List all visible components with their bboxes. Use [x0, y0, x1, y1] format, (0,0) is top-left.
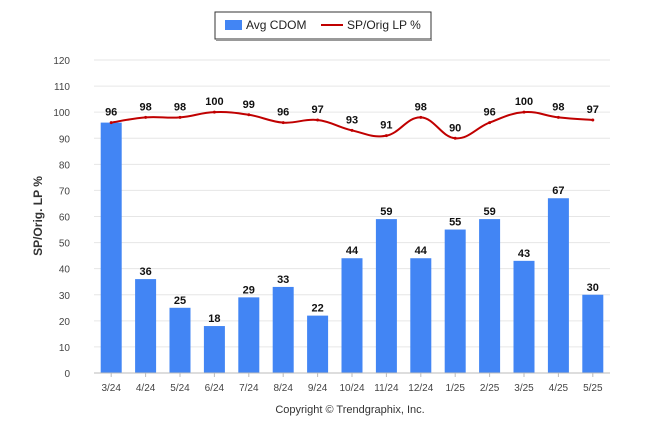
- x-tick-label: 10/24: [339, 383, 364, 394]
- copyright-footer: Copyright © Trendgraphix, Inc.: [275, 404, 424, 416]
- bar-series: [100, 122, 604, 373]
- line-point: [522, 110, 526, 114]
- line-point: [178, 115, 182, 119]
- line-point: [144, 115, 148, 119]
- line-series: [109, 110, 595, 140]
- line-point: [281, 121, 285, 125]
- bar-data-label: 44: [346, 245, 359, 257]
- axes: 0 10 20 30 40 50 60 70 80 90 100 110 120 3/24 4/24 5/24…: [53, 56, 610, 394]
- bar: [203, 326, 225, 373]
- bar-data-label: 18: [208, 313, 220, 325]
- y-tick-label: 100: [53, 108, 70, 119]
- x-tick-label: 3/25: [514, 383, 534, 394]
- bar: [135, 279, 157, 373]
- line-data-label: 96: [483, 107, 495, 119]
- line-data-label: 97: [587, 104, 599, 116]
- line-data-label: 99: [243, 99, 255, 111]
- bar-data-label: 36: [139, 266, 151, 278]
- legend-label-sp-orig-lp: SP/Orig LP %: [347, 18, 421, 32]
- y-tick-label: 0: [64, 369, 70, 380]
- x-tick-label: 5/24: [170, 383, 190, 394]
- line-data-label: 96: [105, 107, 117, 119]
- bar-data-label: 44: [415, 245, 428, 257]
- bar-data-label: 25: [174, 295, 186, 307]
- line-point: [109, 121, 113, 125]
- bar: [479, 219, 501, 373]
- y-axis-title: SP/Orig. LP %: [31, 176, 45, 256]
- bar: [547, 198, 569, 373]
- line-data-label: 100: [205, 96, 223, 108]
- x-tick-label: 12/24: [408, 383, 433, 394]
- bar: [375, 219, 397, 373]
- line-data-label: 91: [380, 120, 392, 132]
- line-data-label: 98: [139, 101, 151, 113]
- line-point: [350, 128, 354, 132]
- line-data-label: 98: [552, 101, 564, 113]
- line-point: [316, 118, 320, 122]
- x-tick-label: 4/24: [136, 383, 156, 394]
- line-data-label: 100: [515, 96, 533, 108]
- line-point: [556, 115, 560, 119]
- y-tick-label: 70: [59, 186, 71, 197]
- bar-data-label: 29: [243, 284, 255, 296]
- legend-label-avg-cdom: Avg CDOM: [246, 18, 306, 32]
- x-tick-label: 3/24: [101, 383, 121, 394]
- x-tick-label: 7/24: [239, 383, 259, 394]
- line-point: [591, 118, 595, 122]
- x-tick-label: 9/24: [308, 383, 328, 394]
- y-tick-label: 120: [53, 56, 70, 67]
- line-data-label: 90: [449, 122, 461, 134]
- line-point: [453, 136, 457, 140]
- y-tick-label: 80: [59, 160, 71, 171]
- x-tick-label: 2/25: [480, 383, 500, 394]
- bar: [444, 229, 466, 373]
- bar: [272, 286, 294, 373]
- line-point: [247, 113, 251, 117]
- y-tick-label: 50: [59, 239, 71, 250]
- y-tick-label: 90: [59, 134, 71, 145]
- bar-data-label: 67: [552, 185, 564, 197]
- x-tick-label: 1/25: [445, 383, 465, 394]
- y-tick-label: 60: [59, 213, 71, 224]
- bar-data-label: 55: [449, 217, 461, 229]
- bar-data-label: 22: [311, 303, 323, 315]
- x-tick-label: 4/25: [549, 383, 569, 394]
- bar: [341, 258, 363, 373]
- bar: [582, 294, 604, 373]
- x-tick-label: 5/25: [583, 383, 603, 394]
- y-tick-label: 110: [54, 82, 70, 93]
- bar: [307, 315, 329, 373]
- y-tick-label: 40: [59, 265, 71, 276]
- line-data-label: 98: [174, 101, 186, 113]
- legend-swatch-avg-cdom: [225, 20, 242, 30]
- line-data-label: 93: [346, 114, 358, 126]
- bar: [513, 260, 535, 373]
- bar-data-label: 33: [277, 274, 289, 286]
- line-point: [488, 121, 492, 125]
- legend: Avg CDOM SP/Orig LP %: [214, 11, 432, 41]
- line-point: [384, 134, 388, 138]
- line-point: [419, 115, 423, 119]
- data-labels: 96 98 98 100 99 96 97 93 91 98 90 96 100 98 97 36 25 18 29…: [105, 96, 599, 325]
- y-tick-label: 10: [59, 343, 71, 354]
- bar: [410, 258, 432, 373]
- y-tick-label: 30: [59, 291, 71, 302]
- line-data-label: 98: [415, 101, 427, 113]
- bar-data-label: 59: [380, 206, 392, 218]
- bar-data-label: 59: [483, 206, 495, 218]
- bar-data-label: 30: [587, 282, 599, 294]
- bar: [169, 307, 191, 373]
- line-data-label: 96: [277, 107, 289, 119]
- bar: [238, 297, 260, 373]
- line-point: [212, 110, 216, 114]
- x-tick-label: 8/24: [273, 383, 293, 394]
- y-tick-label: 20: [59, 317, 71, 328]
- bar-data-label: 43: [518, 248, 530, 260]
- x-tick-label: 6/24: [205, 383, 225, 394]
- bar: [100, 122, 122, 373]
- x-tick-label: 11/24: [374, 383, 399, 394]
- line-data-label: 97: [311, 104, 323, 116]
